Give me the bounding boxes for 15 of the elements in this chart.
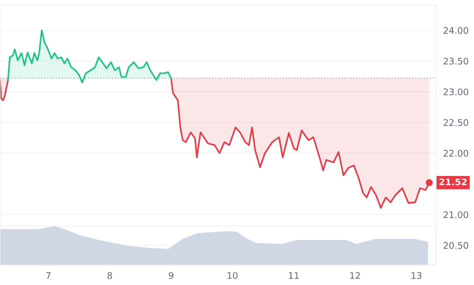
x-tick-label: 11 xyxy=(288,272,299,279)
x-tick-label: 9 xyxy=(168,272,174,279)
y-tick-label: 23.50 xyxy=(444,58,468,65)
annotation: 21.52 xyxy=(439,178,467,186)
y-tick-label: 24.00 xyxy=(444,26,468,34)
x-tick-label: 7 xyxy=(46,272,51,279)
y-tick-label: 23.00 xyxy=(444,88,468,96)
x-tick-label: 8 xyxy=(108,272,112,279)
y-tick-label: 21.00 xyxy=(444,211,468,218)
x-tick-label: 12 xyxy=(350,272,360,279)
y-tick-label: 22.00 xyxy=(444,150,468,157)
x-tick-label: 10 xyxy=(228,272,238,279)
x-tick-label: 13 xyxy=(412,272,422,279)
y-tick-label: 22.50 xyxy=(444,119,468,126)
y-tick-label: 20.50 xyxy=(444,242,468,249)
